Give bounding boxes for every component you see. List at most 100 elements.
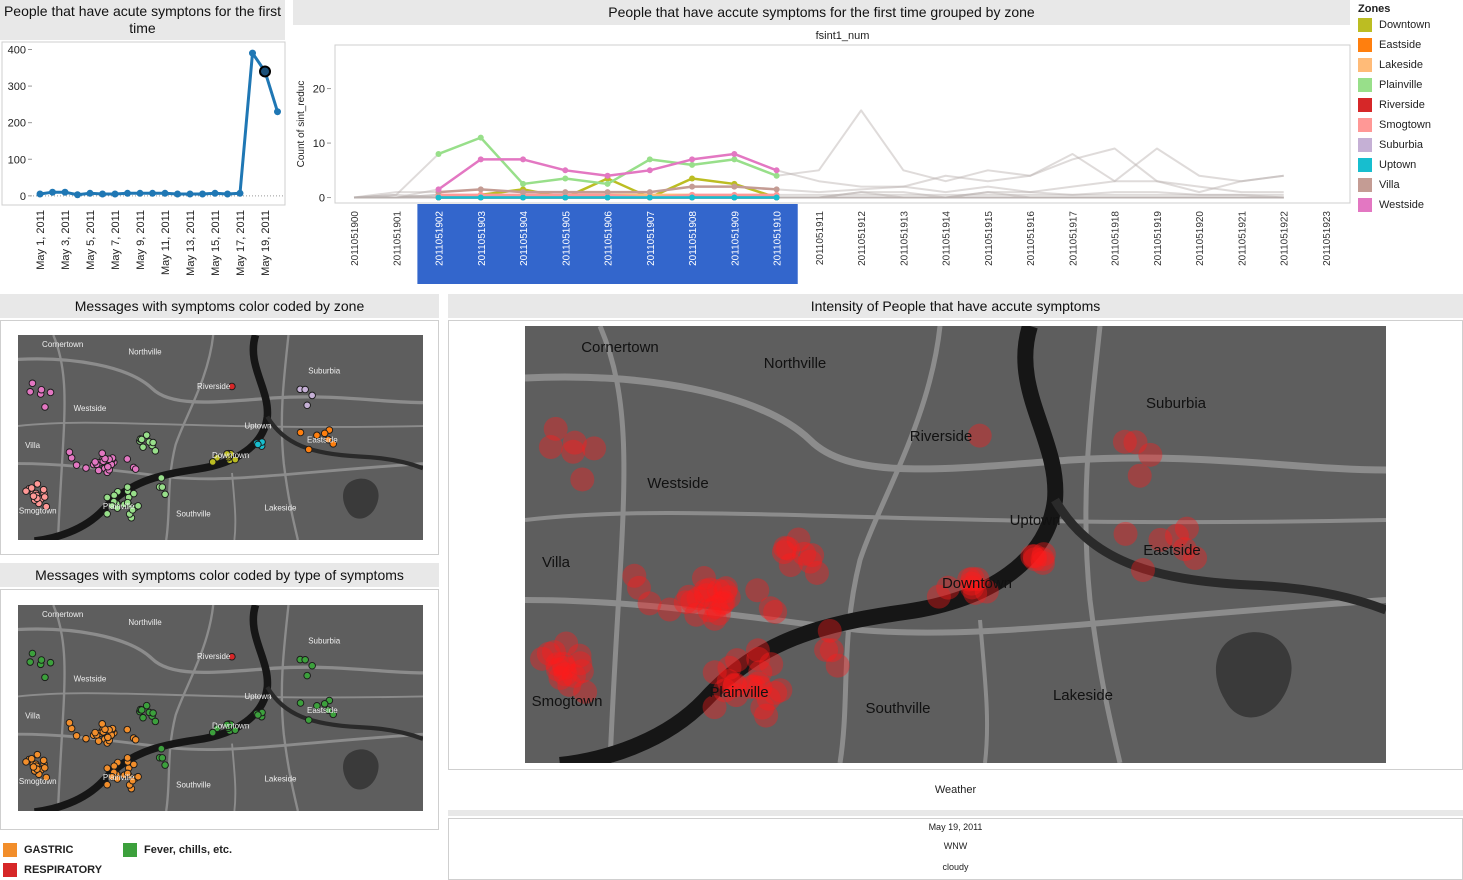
- message-dot: [65, 448, 74, 456]
- heat-spot: [959, 571, 984, 596]
- heat-spot: [960, 566, 985, 591]
- x-tick-label: May 9, 2011: [135, 210, 147, 270]
- place-label: Cornertown: [581, 339, 659, 356]
- series-line: [776, 191, 1284, 199]
- plot-frame: [1, 41, 286, 206]
- x-tick-label: May 19, 2011: [260, 210, 272, 276]
- message-dot: [137, 706, 146, 714]
- message-dot: [29, 492, 38, 500]
- place-label: Riverside: [197, 652, 231, 661]
- place-label: Cornertown: [42, 340, 83, 349]
- chart-title: People that have acute symptons for the …: [0, 0, 285, 40]
- legend-label: GASTRIC: [24, 844, 74, 856]
- heat-spot: [745, 638, 770, 663]
- heat-spot: [778, 553, 803, 578]
- x-tick-label: 2011051914: [942, 211, 953, 266]
- heat-spot: [819, 638, 844, 663]
- point: [689, 175, 696, 182]
- lake: [1215, 632, 1292, 718]
- panel-title: Intensity of People that have accute sym…: [448, 294, 1463, 318]
- point: [520, 156, 527, 163]
- point: [562, 175, 569, 182]
- heat-spot: [773, 535, 798, 560]
- place-label: Smogtown: [19, 777, 57, 786]
- message-dot: [46, 388, 55, 397]
- heat-spot: [622, 563, 647, 588]
- x-tick-label: May 17, 2011: [235, 210, 247, 276]
- road: [280, 605, 300, 812]
- heat-spot: [1031, 542, 1056, 567]
- message-dot: [28, 379, 37, 388]
- road: [525, 510, 1386, 525]
- point: [731, 194, 738, 201]
- place-label: Southville: [865, 700, 930, 717]
- road: [837, 326, 943, 763]
- heat-spot: [1022, 547, 1047, 572]
- message-dot: [254, 711, 262, 719]
- heat-spot: [552, 655, 577, 680]
- heat-spot: [800, 543, 825, 568]
- legend-swatch: [3, 863, 17, 877]
- message-dot: [29, 763, 38, 771]
- road: [1083, 326, 1123, 763]
- place-label: Northville: [764, 355, 827, 372]
- heat-spot: [748, 660, 773, 685]
- legend-label: Uptown: [1379, 159, 1417, 171]
- message-dot: [27, 484, 36, 492]
- message-dot: [228, 382, 236, 391]
- x-tick-label: May 3, 2011: [60, 210, 72, 270]
- road: [231, 743, 237, 812]
- heat-spot: [1174, 516, 1199, 541]
- weather-date: May 19, 2011: [928, 822, 983, 832]
- message-dot: [296, 699, 305, 707]
- point: [646, 156, 653, 163]
- message-dot: [41, 673, 49, 682]
- place-label: Suburbia: [308, 637, 341, 646]
- legend-label: Westside: [1379, 199, 1425, 211]
- message-dot: [33, 480, 42, 488]
- heat-spot: [936, 575, 961, 600]
- message-dot: [42, 502, 51, 511]
- road: [165, 334, 215, 540]
- message-dot: [65, 718, 74, 727]
- legend-swatch: [1358, 158, 1372, 172]
- heat-spot: [957, 567, 982, 592]
- heat-spot: [554, 631, 579, 656]
- heat-spot: [1123, 430, 1148, 455]
- series-line: [353, 193, 439, 199]
- message-dot: [134, 772, 142, 781]
- map-clip: Cornertown Northville Riverside Suburbia Wes…: [17, 334, 424, 540]
- heat-spot: [775, 536, 800, 561]
- heat-spot: [712, 678, 737, 703]
- x-tick-label: May 5, 2011: [85, 210, 97, 270]
- legend-title: Zones: [1358, 3, 1391, 15]
- heat-spot: [771, 540, 796, 565]
- message-dot: [110, 762, 118, 770]
- message-dot: [46, 658, 55, 667]
- heat-spot: [960, 575, 985, 600]
- road: [17, 692, 424, 699]
- heat-spot: [1127, 463, 1152, 488]
- series-line: [776, 147, 1284, 188]
- point: [435, 150, 442, 157]
- message-dot: [41, 403, 49, 411]
- heat-spot: [545, 652, 570, 677]
- message-dot: [37, 656, 46, 664]
- heat-spot: [703, 594, 728, 619]
- point: [689, 194, 696, 201]
- place-label: Downtown: [212, 721, 249, 730]
- message-dot: [329, 440, 337, 448]
- river: [1051, 497, 1386, 615]
- x-tick-label: 2011051923: [1322, 211, 1333, 266]
- river: [34, 334, 272, 540]
- message-dot: [208, 458, 217, 466]
- message-dot: [304, 716, 313, 724]
- message-dot: [72, 732, 81, 740]
- legend-label: Plainville: [1379, 79, 1423, 91]
- place-label: Lakeside: [1053, 687, 1113, 704]
- heat-spot: [804, 560, 829, 585]
- heat-spot: [965, 567, 990, 592]
- message-dot: [131, 736, 140, 744]
- message-dot: [131, 465, 140, 473]
- heat-spot: [1031, 550, 1056, 575]
